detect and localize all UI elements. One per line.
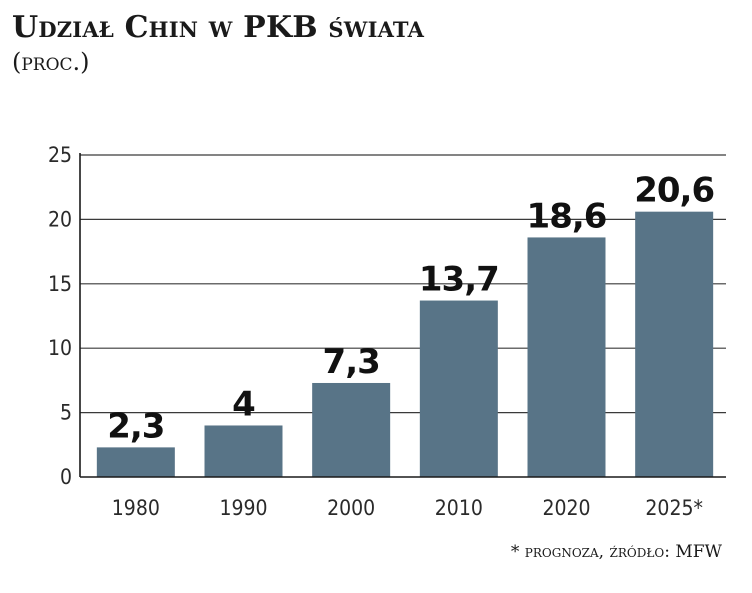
y-tick-label: 15	[48, 272, 72, 296]
x-tick-label: 2000	[327, 496, 375, 520]
data-label: 7,3	[323, 342, 380, 382]
y-tick-label: 0	[60, 465, 72, 489]
data-label: 13,7	[419, 260, 499, 300]
bar	[312, 382, 391, 477]
data-label: 4	[232, 384, 255, 424]
x-tick-label: 2025*	[645, 496, 703, 520]
bar	[204, 425, 283, 477]
chart-title: Udział Chin w PKB świata	[12, 10, 425, 45]
bar	[96, 447, 175, 477]
x-tick-label: 2020	[542, 496, 590, 520]
y-tick-label: 20	[48, 207, 72, 231]
x-tick-label: 1990	[219, 496, 267, 520]
chart-subtitle: (proc.)	[12, 48, 90, 76]
data-label: 20,6	[634, 171, 714, 211]
bar	[419, 300, 498, 477]
x-tick-label: 2010	[435, 496, 483, 520]
y-tick-label: 25	[48, 143, 72, 167]
source-footnote: * prognoza, źródło: MFW	[510, 542, 722, 562]
data-label: 2,3	[107, 406, 164, 446]
bar	[527, 237, 606, 477]
y-tick-label: 5	[60, 401, 72, 425]
y-tick-label: 10	[48, 336, 72, 360]
x-tick-label: 1980	[112, 496, 160, 520]
bar	[635, 211, 714, 477]
data-label: 18,6	[527, 196, 607, 236]
